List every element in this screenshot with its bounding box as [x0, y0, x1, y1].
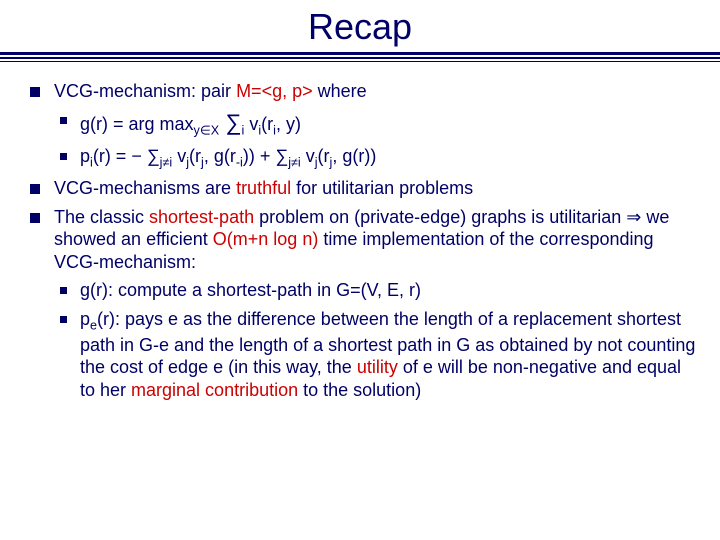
inner-list: g(r) = arg maxy∈X ∑i vi(ri, y) pi(r) = −… [54, 109, 700, 172]
text: (r [189, 146, 201, 166]
text: for utilitarian problems [291, 178, 473, 198]
sub: y∈X [194, 123, 220, 137]
text: g(r): compute a shortest-path in G=(V, E… [80, 280, 421, 300]
text-red: marginal contribution [131, 380, 298, 400]
sub: j≠i [160, 155, 173, 169]
text-red: utility [357, 357, 398, 377]
text: v [244, 114, 258, 134]
bullet-p-e-r: pe(r): pays e as the difference between … [54, 308, 700, 402]
text: , y) [276, 114, 301, 134]
arrow-icon: ⇒ [626, 207, 641, 227]
sub: j≠i [288, 155, 301, 169]
title-bar: Recap [0, 0, 720, 70]
bullet-g-r-compute: g(r): compute a shortest-path in G=(V, E… [54, 279, 700, 302]
text: problem on (private-edge) graphs is util… [254, 207, 626, 227]
title-underline-1 [0, 52, 720, 55]
text-red: truthful [236, 178, 291, 198]
bullet-g-r: g(r) = arg maxy∈X ∑i vi(ri, y) [54, 109, 700, 139]
text: to the solution) [298, 380, 421, 400]
text: VCG-mechanism: pair [54, 81, 236, 101]
text: (r [261, 114, 273, 134]
text: VCG-mechanisms are [54, 178, 236, 198]
title-underline-2 [0, 57, 720, 59]
text: where [313, 81, 367, 101]
text: (r [318, 146, 330, 166]
sum: ∑ [219, 110, 241, 135]
text-red: M=<g, p> [236, 81, 313, 101]
bullet-vcg-mechanism: VCG-mechanism: pair M=<g, p> where g(r) … [30, 80, 700, 171]
title-underline-3 [0, 61, 720, 62]
outer-list: VCG-mechanism: pair M=<g, p> where g(r) … [30, 80, 700, 401]
sub: e [90, 318, 97, 332]
text: , g(r)) [332, 146, 376, 166]
bullet-p-i-r: pi(r) = − ∑j≠i vj(rj, g(r-i)) + ∑j≠i vj(… [54, 145, 700, 171]
text: )) + ∑ [243, 146, 288, 166]
slide-body: VCG-mechanism: pair M=<g, p> where g(r) … [0, 70, 720, 401]
bullet-shortest-path: The classic shortest-path problem on (pr… [30, 206, 700, 402]
text: v [172, 146, 186, 166]
text: v [301, 146, 315, 166]
text-red: O(m+n log n) [213, 229, 319, 249]
text-red: shortest-path [149, 207, 254, 227]
inner-list: g(r): compute a shortest-path in G=(V, E… [54, 279, 700, 401]
text: The classic [54, 207, 149, 227]
sub: -i [236, 155, 243, 169]
text: , g(r [204, 146, 236, 166]
text: p [80, 309, 90, 329]
slide-title: Recap [0, 6, 720, 48]
text: g(r) = arg max [80, 114, 194, 134]
text: p [80, 146, 90, 166]
bullet-truthful: VCG-mechanisms are truthful for utilitar… [30, 177, 700, 200]
text: (r) = − ∑ [93, 146, 160, 166]
